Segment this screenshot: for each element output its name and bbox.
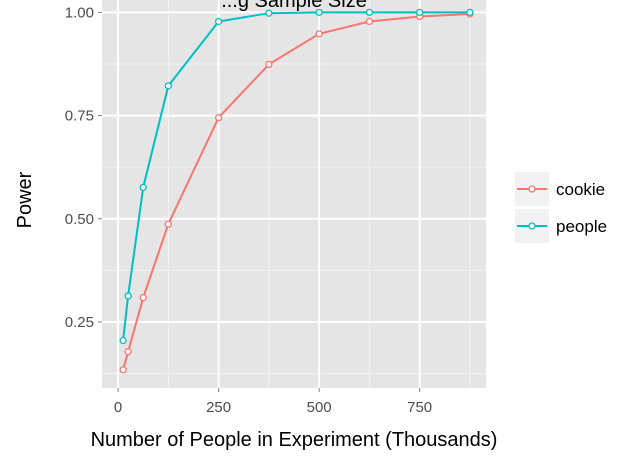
x-tick-label: 500 [307,399,332,416]
data-point-people [416,8,424,17]
legend-key-point [528,185,536,193]
major-grid [102,0,486,388]
y-axis-title: Power [14,171,36,228]
data-point-cookie [164,220,172,228]
data-point-people [265,9,273,17]
axis-ticks [98,11,421,392]
data-point-people [466,8,474,17]
data-point-cookie [315,30,323,38]
series-line-people [122,11,470,341]
legend-label-cookie: cookie [556,180,605,199]
legend: cookie people [515,172,607,243]
data-point-people [315,8,323,17]
legend-key-point [528,222,536,230]
data-point-people [124,292,132,300]
data-point-cookie [119,366,127,374]
panel-background [102,0,486,388]
y-tick-label: 0.75 [65,108,94,125]
y-tick-label: 0.25 [65,314,94,331]
data-point-people [139,183,147,192]
series-layer [119,8,474,374]
data-point-cookie [139,293,147,302]
data-point-cookie [124,348,132,356]
x-tick-label: 250 [206,399,231,416]
data-point-people [214,17,223,26]
legend-label-people: people [556,217,607,236]
x-axis-title: Number of People in Experiment (Thousand… [91,429,498,451]
series-line-cookie [122,13,470,371]
y-tick-label: 0.50 [65,211,94,228]
data-point-people [164,82,172,90]
data-point-cookie [214,113,223,122]
y-tick-label: 1.00 [65,4,94,21]
x-tick-label: 0 [114,399,122,416]
x-tick-label: 750 [407,399,432,416]
data-point-people [119,336,127,345]
data-point-cookie [365,17,374,26]
chart-title: ...g Sample Size [221,0,367,12]
data-point-people [365,8,374,17]
tick-labels: 0 250 500 750 0.25 0.50 0.75 1.00 [65,4,432,416]
data-point-cookie [265,60,273,69]
